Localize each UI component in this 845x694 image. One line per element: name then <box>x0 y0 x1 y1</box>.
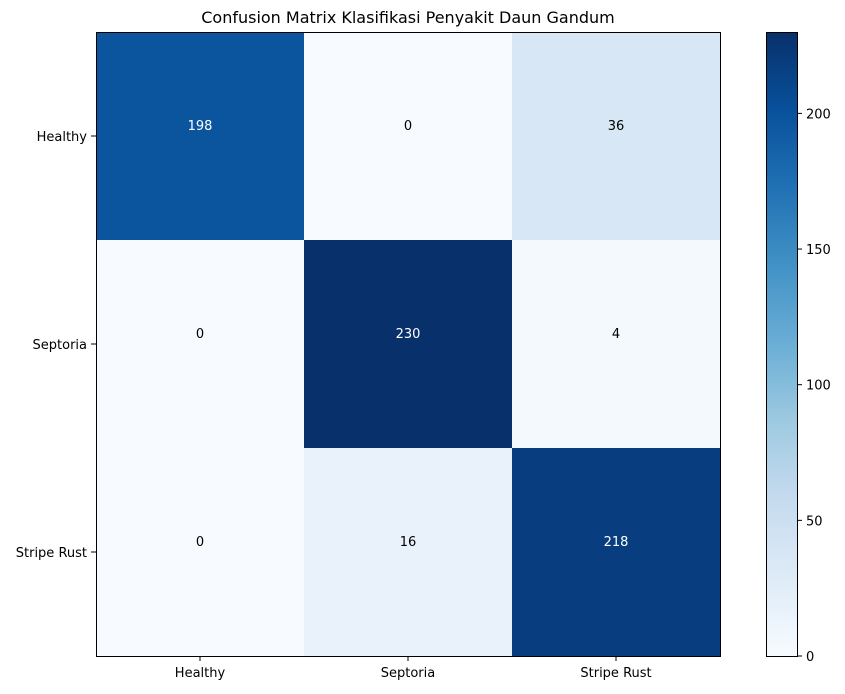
cell-stripe-rust-septoria <box>304 448 513 657</box>
y-axis: Healthy Septoria Stripe Rust <box>16 130 96 561</box>
y-tick-label: Septoria <box>33 338 87 353</box>
cell-healthy-healthy <box>96 32 305 241</box>
cell-value-label: 16 <box>400 535 417 550</box>
cell-stripe-rust-healthy <box>96 448 305 657</box>
cell-septoria-septoria <box>304 240 513 449</box>
cell-healthy-septoria <box>304 32 513 241</box>
y-tick-label: Stripe Rust <box>16 546 87 561</box>
cell-value-label: 198 <box>188 119 213 134</box>
colorbar-ticks: 0 50 100 150 200 <box>797 107 831 665</box>
colorbar-tick-label: 150 <box>806 243 831 258</box>
colorbar-tick-label: 100 <box>806 379 831 394</box>
cell-stripe-rust-stripe-rust <box>512 448 721 657</box>
cell-value-label: 0 <box>196 327 204 342</box>
colorbar-tick-label: 50 <box>806 514 823 529</box>
cell-septoria-healthy <box>96 240 305 449</box>
cell-value-label: 0 <box>196 535 204 550</box>
colorbar-tick-label: 0 <box>806 650 814 665</box>
y-tick-label: Healthy <box>37 130 88 145</box>
x-tick-label: Stripe Rust <box>580 666 651 681</box>
cell-value-label: 218 <box>604 535 629 550</box>
cell-value-label: 0 <box>404 119 412 134</box>
heatmap-cell-labels: 198 0 36 0 230 4 0 16 218 <box>188 119 629 550</box>
cell-healthy-stripe-rust <box>512 32 721 241</box>
cell-value-label: 36 <box>608 119 625 134</box>
x-tick-label: Healthy <box>175 666 226 681</box>
colorbar-tick-label: 200 <box>806 107 831 122</box>
x-axis: Healthy Septoria Stripe Rust <box>175 656 652 681</box>
colorbar <box>766 32 798 657</box>
cell-value-label: 4 <box>612 327 620 342</box>
heatmap-cells <box>96 32 721 657</box>
x-tick-label: Septoria <box>381 666 435 681</box>
cell-septoria-stripe-rust <box>512 240 721 449</box>
cell-value-label: 230 <box>396 327 421 342</box>
chart-title: Confusion Matrix Klasifikasi Penyakit Da… <box>201 8 615 27</box>
